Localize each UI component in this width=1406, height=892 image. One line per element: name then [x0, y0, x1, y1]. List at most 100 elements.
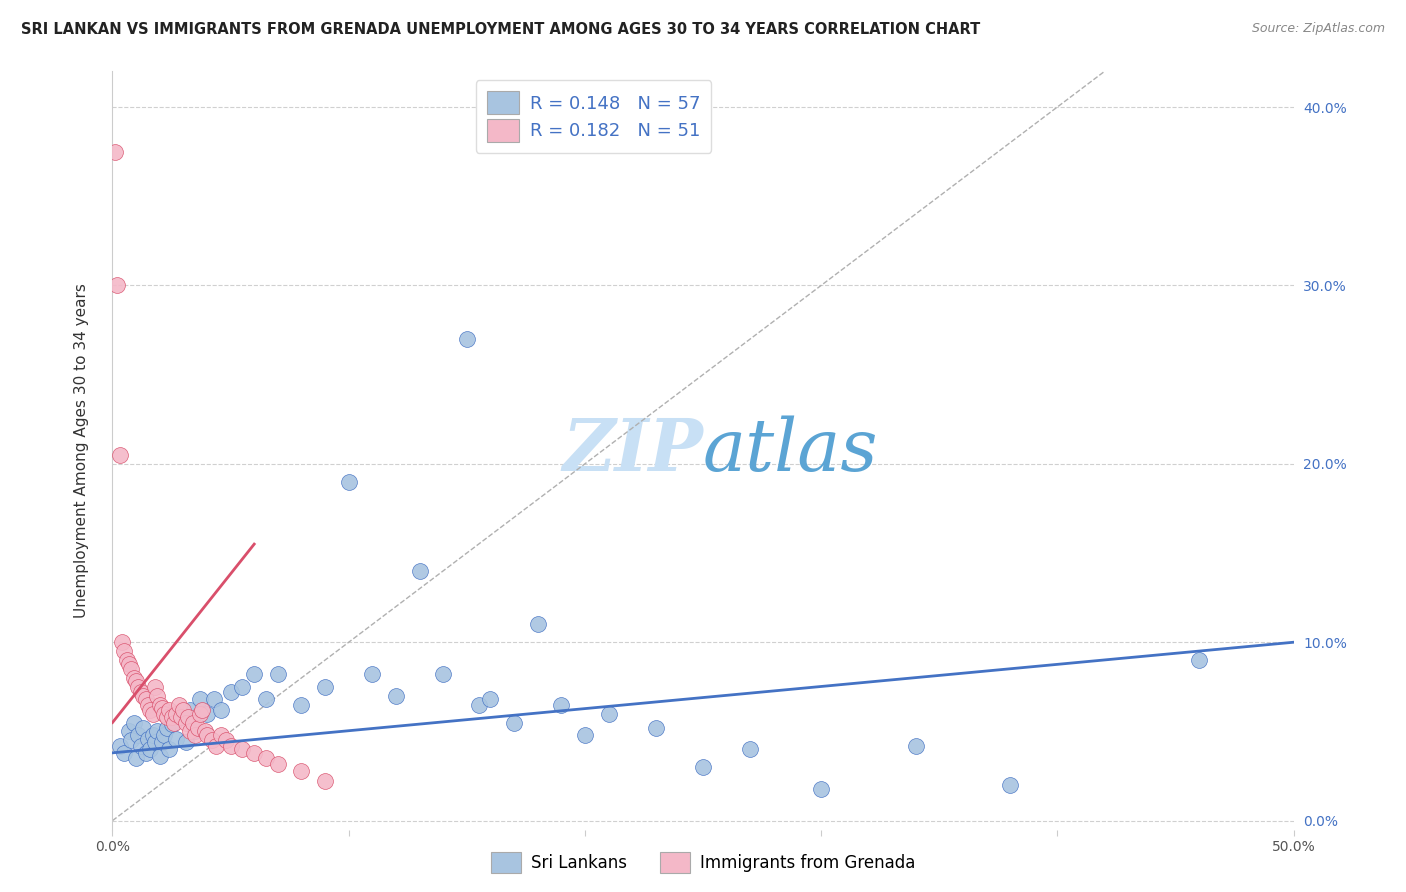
Point [195, 728, 218, 742]
Point [692, 760, 714, 774]
Point [209, 703, 232, 717]
Point [904, 739, 927, 753]
Point [143, 680, 166, 694]
Point [111, 635, 134, 649]
Point [181, 715, 204, 730]
Point [174, 735, 197, 749]
Point [150, 735, 173, 749]
Point [149, 749, 172, 764]
Point [104, 145, 127, 159]
Point [115, 653, 138, 667]
Point [598, 706, 620, 721]
Point [153, 728, 176, 742]
Point [156, 721, 179, 735]
Text: Source: ZipAtlas.com: Source: ZipAtlas.com [1251, 22, 1385, 36]
Point [188, 692, 211, 706]
Point [112, 644, 135, 658]
Point [314, 774, 336, 789]
Point [456, 332, 478, 346]
Point [118, 724, 141, 739]
Point [118, 657, 141, 671]
Point [125, 751, 148, 765]
Point [195, 706, 218, 721]
Point [526, 617, 548, 632]
Point [337, 475, 360, 489]
Point [132, 689, 155, 703]
Point [243, 746, 266, 760]
Point [408, 564, 430, 578]
Point [170, 710, 193, 724]
Point [503, 715, 526, 730]
Point [205, 739, 228, 753]
Point [129, 685, 152, 699]
Text: ZIP: ZIP [562, 415, 703, 486]
Point [267, 756, 290, 771]
Point [160, 717, 183, 731]
Point [467, 698, 489, 712]
Point [122, 671, 145, 685]
Point [163, 715, 186, 730]
Text: atlas: atlas [703, 415, 879, 486]
Point [385, 689, 408, 703]
Point [191, 703, 214, 717]
Legend: Sri Lankans, Immigrants from Grenada: Sri Lankans, Immigrants from Grenada [484, 846, 922, 880]
Point [108, 448, 131, 462]
Point [184, 728, 207, 742]
Point [156, 710, 179, 724]
Point [188, 706, 211, 721]
Point [129, 739, 152, 753]
Point [142, 706, 165, 721]
Point [202, 692, 225, 706]
Point [186, 721, 208, 735]
Point [120, 662, 142, 676]
Point [810, 781, 832, 796]
Point [139, 742, 162, 756]
Point [174, 715, 197, 730]
Text: SRI LANKAN VS IMMIGRANTS FROM GRENADA UNEMPLOYMENT AMONG AGES 30 TO 34 YEARS COR: SRI LANKAN VS IMMIGRANTS FROM GRENADA UN… [21, 22, 980, 37]
Point [108, 739, 131, 753]
Point [135, 746, 157, 760]
Point [231, 742, 253, 756]
Point [184, 724, 207, 739]
Point [157, 742, 180, 756]
Point [644, 721, 666, 735]
Point [290, 764, 312, 778]
Point [142, 728, 165, 742]
Point [136, 731, 159, 746]
Point [165, 731, 187, 746]
Point [127, 728, 149, 742]
Point [550, 698, 572, 712]
Point [153, 706, 176, 721]
Point [194, 724, 217, 739]
Point [361, 667, 384, 681]
Point [254, 692, 277, 706]
Point [150, 701, 173, 715]
Point [290, 698, 312, 712]
Point [254, 751, 277, 765]
Point [105, 278, 128, 293]
Point [231, 680, 253, 694]
Point [179, 703, 201, 717]
Point [122, 715, 145, 730]
Point [740, 742, 762, 756]
Point [146, 724, 169, 739]
Point [120, 733, 142, 747]
Point [165, 706, 187, 721]
Legend: R = 0.148   N = 57, R = 0.182   N = 51: R = 0.148 N = 57, R = 0.182 N = 51 [475, 80, 711, 153]
Point [215, 733, 238, 747]
Point [179, 724, 201, 739]
Point [209, 728, 232, 742]
Point [167, 698, 190, 712]
Point [170, 710, 193, 724]
Y-axis label: Unemployment Among Ages 30 to 34 years: Unemployment Among Ages 30 to 34 years [75, 283, 89, 618]
Point [135, 692, 157, 706]
Point [479, 692, 502, 706]
Point [314, 680, 336, 694]
Point [139, 703, 162, 717]
Point [267, 667, 290, 681]
Point [127, 680, 149, 694]
Point [125, 674, 148, 689]
Point [149, 698, 172, 712]
Point [243, 667, 266, 681]
Point [574, 728, 596, 742]
